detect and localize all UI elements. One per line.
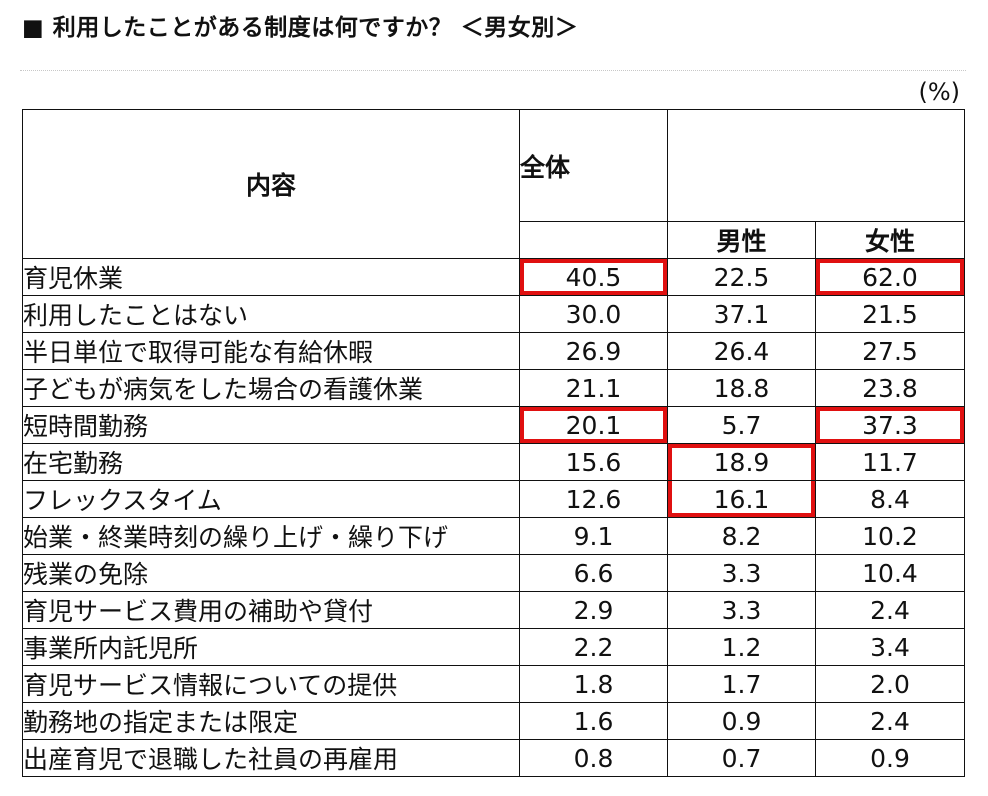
value-cell-male: 18.9	[667, 443, 816, 481]
header-item: 内容	[22, 109, 520, 259]
value-cell-all: 30.0	[519, 295, 668, 333]
value-cell-male: 18.8	[667, 369, 816, 407]
row-label: 始業・終業時刻の繰り上げ・繰り下げ	[22, 517, 520, 555]
table-row: フレックスタイム 12.6 16.1 8.4	[22, 480, 965, 518]
value-cell-male: 1.7	[667, 665, 816, 703]
row-label: 育児サービス費用の補助や貸付	[22, 591, 520, 629]
table-row: 残業の免除 6.6 3.3 10.4	[22, 554, 965, 592]
value-cell-male: 0.7	[667, 739, 816, 777]
table-body: 育児休業 40.5 22.5 62.0 利用したことはない 30.0 37.1 21.5 半日単…	[22, 258, 965, 777]
value-cell-female: 37.3	[815, 406, 965, 444]
value-cell-male: 1.2	[667, 628, 816, 666]
row-label: 子どもが病気をした場合の看護休業	[22, 369, 520, 407]
value-cell-all: 2.2	[519, 628, 668, 666]
value-cell-female: 23.8	[815, 369, 965, 407]
value-cell-all: 1.6	[519, 702, 668, 740]
value-cell-all: 0.8	[519, 739, 668, 777]
row-label: フレックスタイム	[22, 480, 520, 518]
table-row: 始業・終業時刻の繰り上げ・繰り下げ 9.1 8.2 10.2	[22, 517, 965, 555]
row-label: 出産育児で退職した社員の再雇用	[22, 739, 520, 777]
table-row: 子どもが病気をした場合の看護休業 21.1 18.8 23.8	[22, 369, 965, 407]
row-label: 在宅勤務	[22, 443, 520, 481]
header-all-lower	[519, 221, 668, 259]
value-cell-female: 10.2	[815, 517, 965, 555]
table-row: 育児サービス情報についての提供 1.8 1.7 2.0	[22, 665, 965, 703]
value-cell-female: 62.0	[815, 258, 965, 296]
table-row: 利用したことはない 30.0 37.1 21.5	[22, 295, 965, 333]
value-cell-male: 0.9	[667, 702, 816, 740]
value-cell-all: 6.6	[519, 554, 668, 592]
row-label: 半日単位で取得可能な有給休暇	[22, 332, 520, 370]
row-label: 育児休業	[22, 258, 520, 296]
value-cell-male: 8.2	[667, 517, 816, 555]
row-label: 事業所内託児所	[22, 628, 520, 666]
row-label: 育児サービス情報についての提供	[22, 665, 520, 703]
value-cell-male: 3.3	[667, 591, 816, 629]
value-cell-male: 26.4	[667, 332, 816, 370]
value-cell-male: 37.1	[667, 295, 816, 333]
value-cell-female: 27.5	[815, 332, 965, 370]
value-cell-all: 9.1	[519, 517, 668, 555]
unit-label: (%)	[918, 78, 960, 106]
value-cell-female: 21.5	[815, 295, 965, 333]
table-row: 勤務地の指定または限定 1.6 0.9 2.4	[22, 702, 965, 740]
value-cell-male: 16.1	[667, 480, 816, 518]
table-row: 事業所内託児所 2.2 1.2 3.4	[22, 628, 965, 666]
table-row: 育児サービス費用の補助や貸付 2.9 3.3 2.4	[22, 591, 965, 629]
value-cell-female: 8.4	[815, 480, 965, 518]
row-label: 利用したことはない	[22, 295, 520, 333]
value-cell-female: 10.4	[815, 554, 965, 592]
header-all-span	[667, 109, 965, 222]
data-table: 内容 全体 男性 女性 育児休業 40.5 22.5 62.0 利用したことはない 30.…	[22, 109, 965, 777]
row-label: 残業の免除	[22, 554, 520, 592]
value-cell-female: 2.4	[815, 591, 965, 629]
value-cell-male: 3.3	[667, 554, 816, 592]
header-male: 男性	[667, 221, 816, 259]
value-cell-female: 11.7	[815, 443, 965, 481]
table-row: 育児休業 40.5 22.5 62.0	[22, 258, 965, 296]
row-label: 勤務地の指定または限定	[22, 702, 520, 740]
value-cell-female: 3.4	[815, 628, 965, 666]
table-row: 出産育児で退職した社員の再雇用 0.8 0.7 0.9	[22, 739, 965, 777]
row-label: 短時間勤務	[22, 406, 520, 444]
value-cell-all: 21.1	[519, 369, 668, 407]
value-cell-all: 1.8	[519, 665, 668, 703]
value-cell-all: 40.5	[519, 258, 668, 296]
table-row: 在宅勤務 15.6 18.9 11.7	[22, 443, 965, 481]
value-cell-all: 2.9	[519, 591, 668, 629]
table-row: 短時間勤務 20.1 5.7 37.3	[22, 406, 965, 444]
table-row: 半日単位で取得可能な有給休暇 26.9 26.4 27.5	[22, 332, 965, 370]
value-cell-all: 12.6	[519, 480, 668, 518]
value-cell-all: 26.9	[519, 332, 668, 370]
page-title: ■ 利用したことがある制度は何ですか？ ＜男女別＞	[22, 15, 579, 41]
header-female: 女性	[815, 221, 965, 259]
value-cell-female: 0.9	[815, 739, 965, 777]
dotted-divider	[20, 70, 966, 71]
value-cell-all: 15.6	[519, 443, 668, 481]
value-cell-female: 2.0	[815, 665, 965, 703]
value-cell-male: 22.5	[667, 258, 816, 296]
value-cell-female: 2.4	[815, 702, 965, 740]
header-all: 全体	[519, 109, 668, 222]
value-cell-all: 20.1	[519, 406, 668, 444]
value-cell-male: 5.7	[667, 406, 816, 444]
